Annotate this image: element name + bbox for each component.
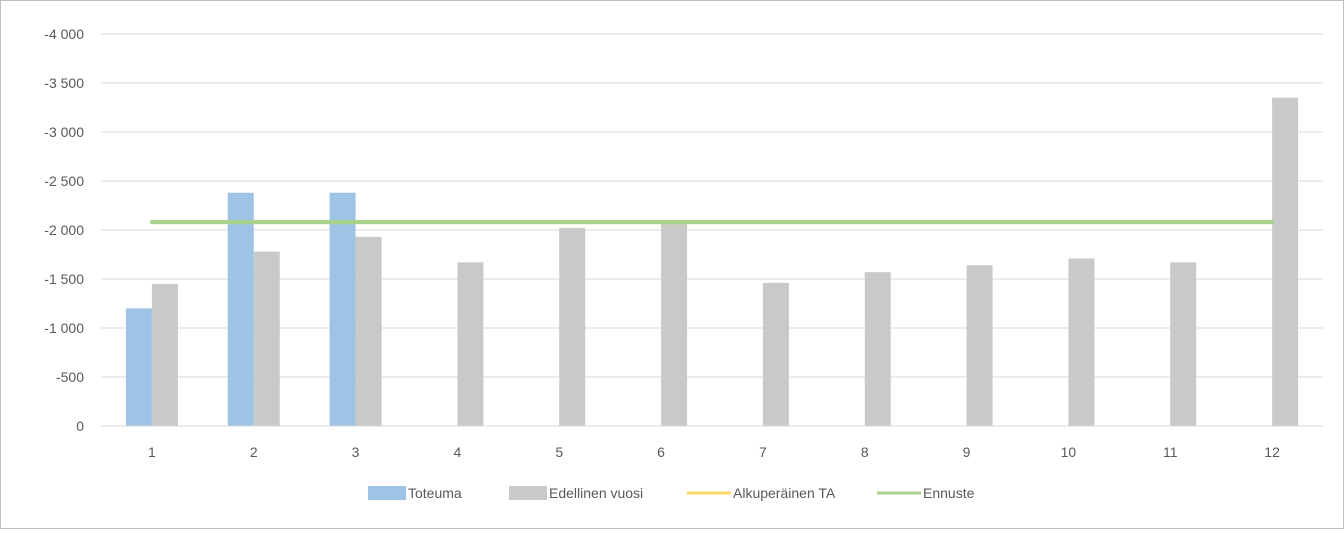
- y-tick-label: -3 500: [44, 75, 84, 91]
- legend-swatch: [509, 486, 547, 500]
- legend-label: Alkuperäinen TA: [733, 485, 836, 501]
- bar-toteuma: [227, 192, 254, 426]
- x-tick-label: 10: [1061, 444, 1077, 460]
- y-tick-label: -1 000: [44, 320, 84, 336]
- x-tick-label: 5: [555, 444, 563, 460]
- bar-edellinen-vuosi: [457, 262, 484, 426]
- y-tick-label: 0: [76, 418, 84, 434]
- bar-edellinen-vuosi: [966, 265, 993, 426]
- y-tick-label: -2 000: [44, 222, 84, 238]
- legend-label: Toteuma: [408, 485, 462, 501]
- bar-edellinen-vuosi: [253, 251, 280, 426]
- bar-edellinen-vuosi: [355, 236, 382, 426]
- bar-edellinen-vuosi: [559, 228, 586, 426]
- bar-toteuma: [125, 308, 152, 426]
- legend-swatch: [368, 486, 406, 500]
- y-tick-label: -3 000: [44, 124, 84, 140]
- bar-edellinen-vuosi: [661, 222, 688, 426]
- bar-edellinen-vuosi: [1272, 97, 1299, 426]
- legend-label: Ennuste: [923, 485, 975, 501]
- y-axis-labels: 0 -500 -1 000 -1 500 -2 000 -2 500 -3 000 -3 50…: [44, 26, 84, 434]
- bar-toteuma: [329, 192, 356, 426]
- y-tick-label: -2 500: [44, 173, 84, 189]
- x-tick-label: 6: [657, 444, 665, 460]
- x-tick-label: 4: [454, 444, 462, 460]
- x-tick-label: 12: [1264, 444, 1280, 460]
- y-tick-label: -1 500: [44, 271, 84, 287]
- x-tick-label: 3: [352, 444, 360, 460]
- y-tick-label: -500: [56, 369, 84, 385]
- x-tick-label: 2: [250, 444, 258, 460]
- gridlines: [101, 33, 1323, 378]
- x-axis-labels: 1 2 3 4 5 6 7 8 9 10 11 12: [148, 444, 1280, 460]
- bar-edellinen-vuosi: [1170, 262, 1197, 426]
- legend-label: Edellinen vuosi: [549, 485, 643, 501]
- x-tick-label: 11: [1163, 444, 1178, 460]
- legend: Toteuma Edellinen vuosi Alkuperäinen TA Enn…: [368, 485, 975, 501]
- x-tick-label: 7: [759, 444, 767, 460]
- bars: [125, 97, 1299, 426]
- y-tick-label: -4 000: [44, 26, 84, 42]
- bar-edellinen-vuosi: [762, 282, 789, 426]
- x-tick-label: 8: [861, 444, 869, 460]
- bar-edellinen-vuosi: [864, 272, 891, 426]
- x-tick-label: 1: [148, 444, 156, 460]
- bar-edellinen-vuosi: [151, 283, 178, 426]
- x-tick-label: 9: [963, 444, 971, 460]
- bar-edellinen-vuosi: [1068, 258, 1095, 426]
